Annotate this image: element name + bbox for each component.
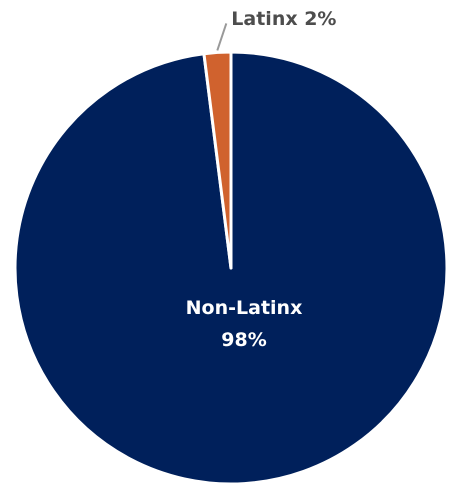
pie-slices xyxy=(13,50,449,486)
pie-slice-latinx xyxy=(202,50,233,270)
latinx-leader-line xyxy=(216,23,228,51)
non-latinx-percent-label: 98% xyxy=(221,329,266,351)
non-latinx-label: Non-Latinx xyxy=(186,297,303,319)
latinx-label: Latinx 2% xyxy=(231,8,336,30)
